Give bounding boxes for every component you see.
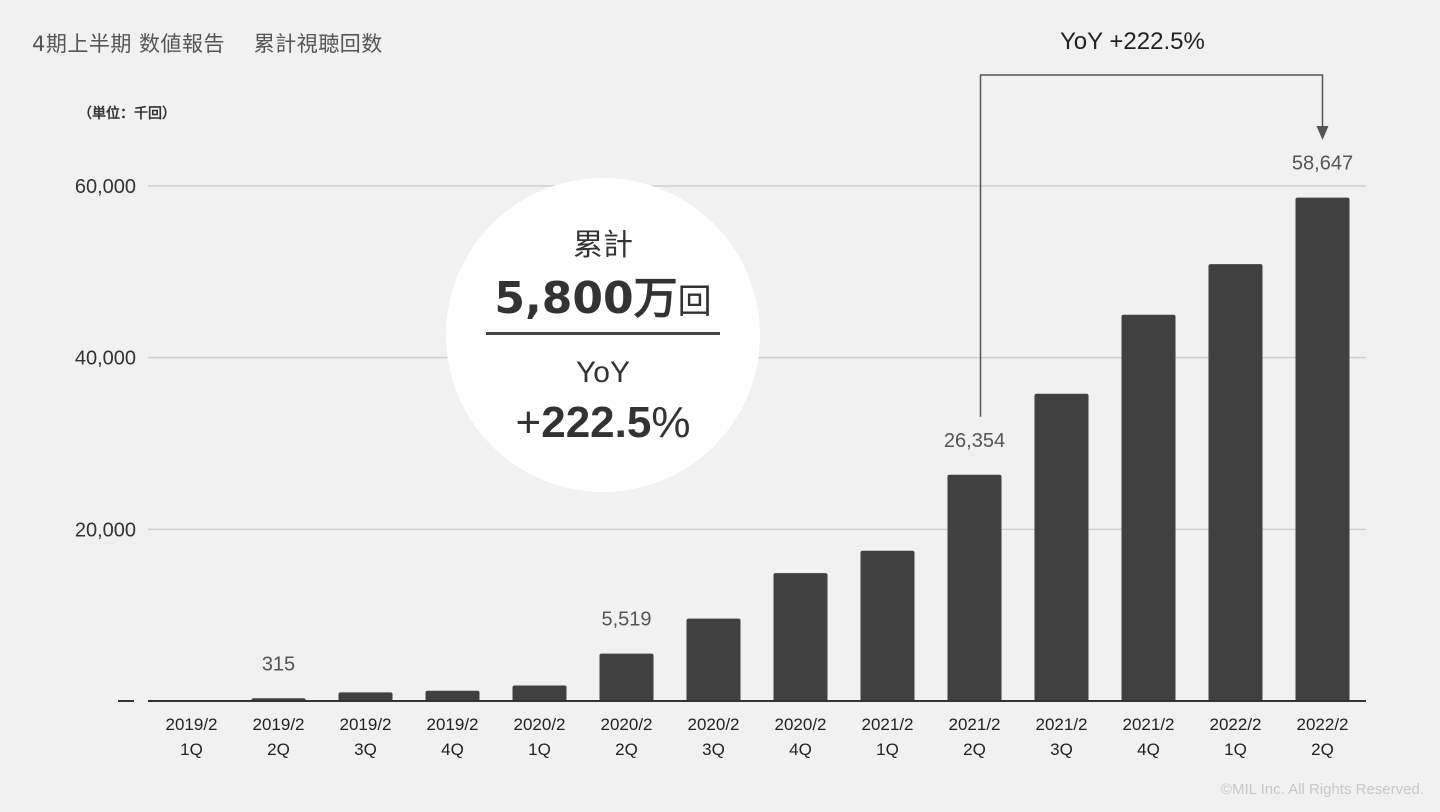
x-tick-label: 2019/2 [253,715,305,734]
bar [425,690,480,701]
bar [512,685,567,701]
cumulative-number: 5,800万 [494,273,678,324]
x-tick-label: 1Q [1224,740,1247,759]
x-tick-label: 4Q [1137,740,1160,759]
cumulative-label: 累計 [573,228,633,263]
x-tick-label: 2Q [963,740,986,759]
yoy-callout: YoY +222.5% [1060,28,1205,55]
x-tick-label: 2020/2 [775,715,827,734]
bubble-divider [486,332,720,335]
yoy-percent: % [651,398,691,447]
x-tick-label: 1Q [528,740,551,759]
x-tick-label: 4Q [789,740,812,759]
yoy-number: 222.5 [541,398,652,447]
x-tick-label: 2Q [267,740,290,759]
yoy-arrowhead [1316,126,1329,140]
bar [338,692,393,701]
x-tick-label: 2019/2 [340,715,392,734]
bar [947,474,1002,701]
y-tick-label: 40,000 [75,348,136,370]
x-tick-label: 2021/2 [862,715,914,734]
summary-bubble: 累計 5,800万回 YoY +222.5% [446,178,760,492]
x-tick-label: 3Q [354,740,377,759]
x-tick-label: 2020/2 [688,715,740,734]
page-title: 4期上半期 数値報告 累計視聴回数 [32,32,383,56]
yoy-bracket [979,74,1324,417]
x-tick-label: 2022/2 [1210,715,1262,734]
x-tick-label: 2020/2 [601,715,653,734]
x-tick-label: 3Q [702,740,725,759]
x-tick-label: 2022/2 [1297,715,1349,734]
yoy-sign: + [515,398,542,447]
bar [773,573,828,701]
x-tick-label: 4Q [441,740,464,759]
bar [860,550,915,701]
x-tick-label: 2Q [1311,740,1334,759]
x-tick-label: 2019/2 [166,715,218,734]
data-label: 5,519 [601,609,651,631]
x-tick-label: 2021/2 [949,715,1001,734]
x-tick-label: 2019/2 [427,715,479,734]
bar [1034,393,1089,701]
cumulative-unit: 回 [677,282,712,322]
yoy-label: YoY [576,356,630,389]
bar [1208,264,1263,701]
x-tick-label: 3Q [1050,740,1073,759]
x-tick-label: 2021/2 [1036,715,1088,734]
x-tick-label: 2Q [615,740,638,759]
x-tick-label: 2020/2 [514,715,566,734]
bar [599,653,654,701]
x-tick-label: 1Q [876,740,899,759]
y-tick-label: 60,000 [75,176,136,198]
cumulative-value: 5,800万回 [446,262,760,326]
x-tick-label: 1Q [180,740,203,759]
yoy-value: +222.5% [446,398,760,448]
copyright: ©MIL Inc. All Rights Reserved. [1220,781,1424,798]
bar [1121,314,1176,701]
bar [686,618,741,701]
bar [1295,197,1350,701]
data-label: 58,647 [1292,153,1353,175]
data-label: 315 [262,653,295,675]
unit-label: （単位：千回） [78,106,176,122]
data-label: 26,354 [944,430,1005,452]
x-tick-label: 2021/2 [1123,715,1175,734]
y-tick-label: 20,000 [75,519,136,541]
